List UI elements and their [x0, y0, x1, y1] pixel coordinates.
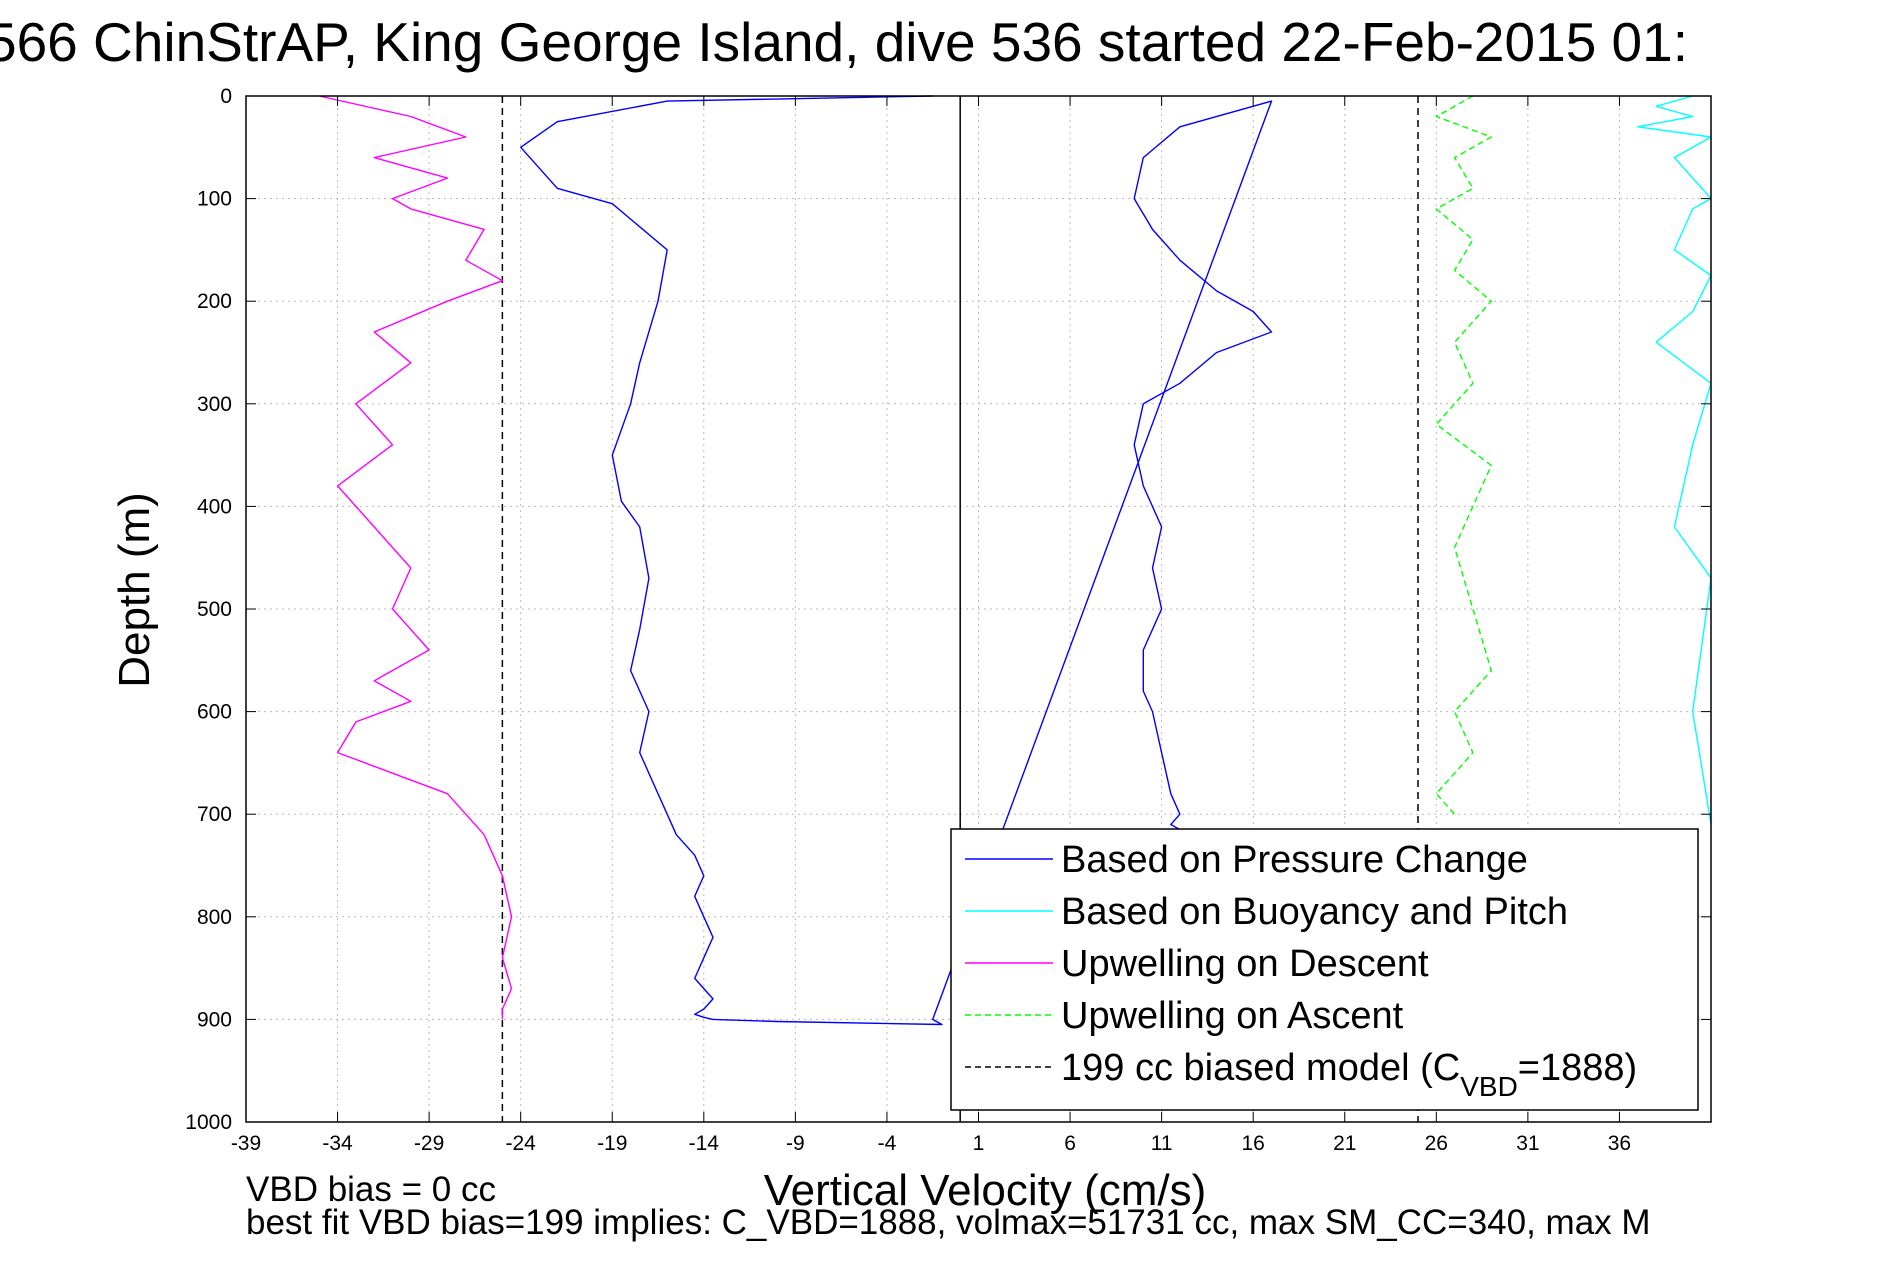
y-tick-label: 900	[197, 1008, 232, 1031]
y-tick-label: 100	[197, 188, 232, 211]
legend-box	[950, 828, 1699, 1111]
x-axis-label: Vertical Velocity (cm/s)	[763, 1166, 1207, 1215]
x-tick-label: -24	[506, 1132, 537, 1155]
x-tick-label: 21	[1333, 1132, 1356, 1155]
y-tick-label: 800	[197, 906, 232, 929]
legend-entry: Upwelling on Descent	[1061, 943, 1429, 985]
vbd-bias-note: VBD bias = 0 cc	[246, 1170, 496, 1209]
x-tick-label: -29	[414, 1132, 444, 1155]
x-tick-label: 16	[1242, 1132, 1265, 1155]
x-tick-label: -39	[231, 1132, 261, 1155]
chart-title: 566 ChinStrAP, King George Island, dive …	[0, 11, 1689, 73]
y-tick-label: 200	[197, 290, 232, 313]
series-line-3	[1435, 95, 1493, 815]
y-tick-label: 400	[197, 495, 232, 518]
x-tick-label: 11	[1151, 1132, 1173, 1155]
best-fit-note: best fit VBD bias=199 implies: C_VBD=188…	[246, 1203, 1651, 1242]
y-tick-label: 0	[220, 85, 232, 108]
y-axis-label: Depth (m)	[110, 492, 159, 688]
series-line-0	[520, 95, 1273, 1026]
legend-entry: Upwelling on Ascent	[1061, 995, 1404, 1037]
legend-entry: Based on Buoyancy and Pitch	[1061, 891, 1568, 933]
x-tick-label: 31	[1516, 1132, 1539, 1155]
x-tick-label: 6	[1064, 1132, 1076, 1155]
x-tick-label: -4	[878, 1132, 897, 1155]
series-line-1	[1637, 95, 1712, 825]
x-tick-label: 36	[1608, 1132, 1631, 1155]
y-tick-label: 300	[197, 393, 232, 416]
x-tick-label: -34	[322, 1132, 353, 1155]
series-line-2	[319, 95, 513, 1020]
x-tick-label: 1	[973, 1132, 985, 1155]
y-tick-label: 700	[197, 803, 232, 826]
x-tick-label: -14	[689, 1132, 720, 1155]
y-tick-label: 500	[197, 598, 232, 621]
x-tick-label: -9	[786, 1132, 805, 1155]
legend-entry: Based on Pressure Change	[1061, 839, 1528, 881]
x-tick-label: -19	[597, 1132, 627, 1155]
x-tick-label: 26	[1425, 1132, 1448, 1155]
y-tick-label: 600	[197, 701, 232, 724]
legend-entry: 199 cc biased model (CVBD=1888)	[1061, 1047, 1637, 1102]
y-tick-label: 1000	[185, 1111, 232, 1134]
